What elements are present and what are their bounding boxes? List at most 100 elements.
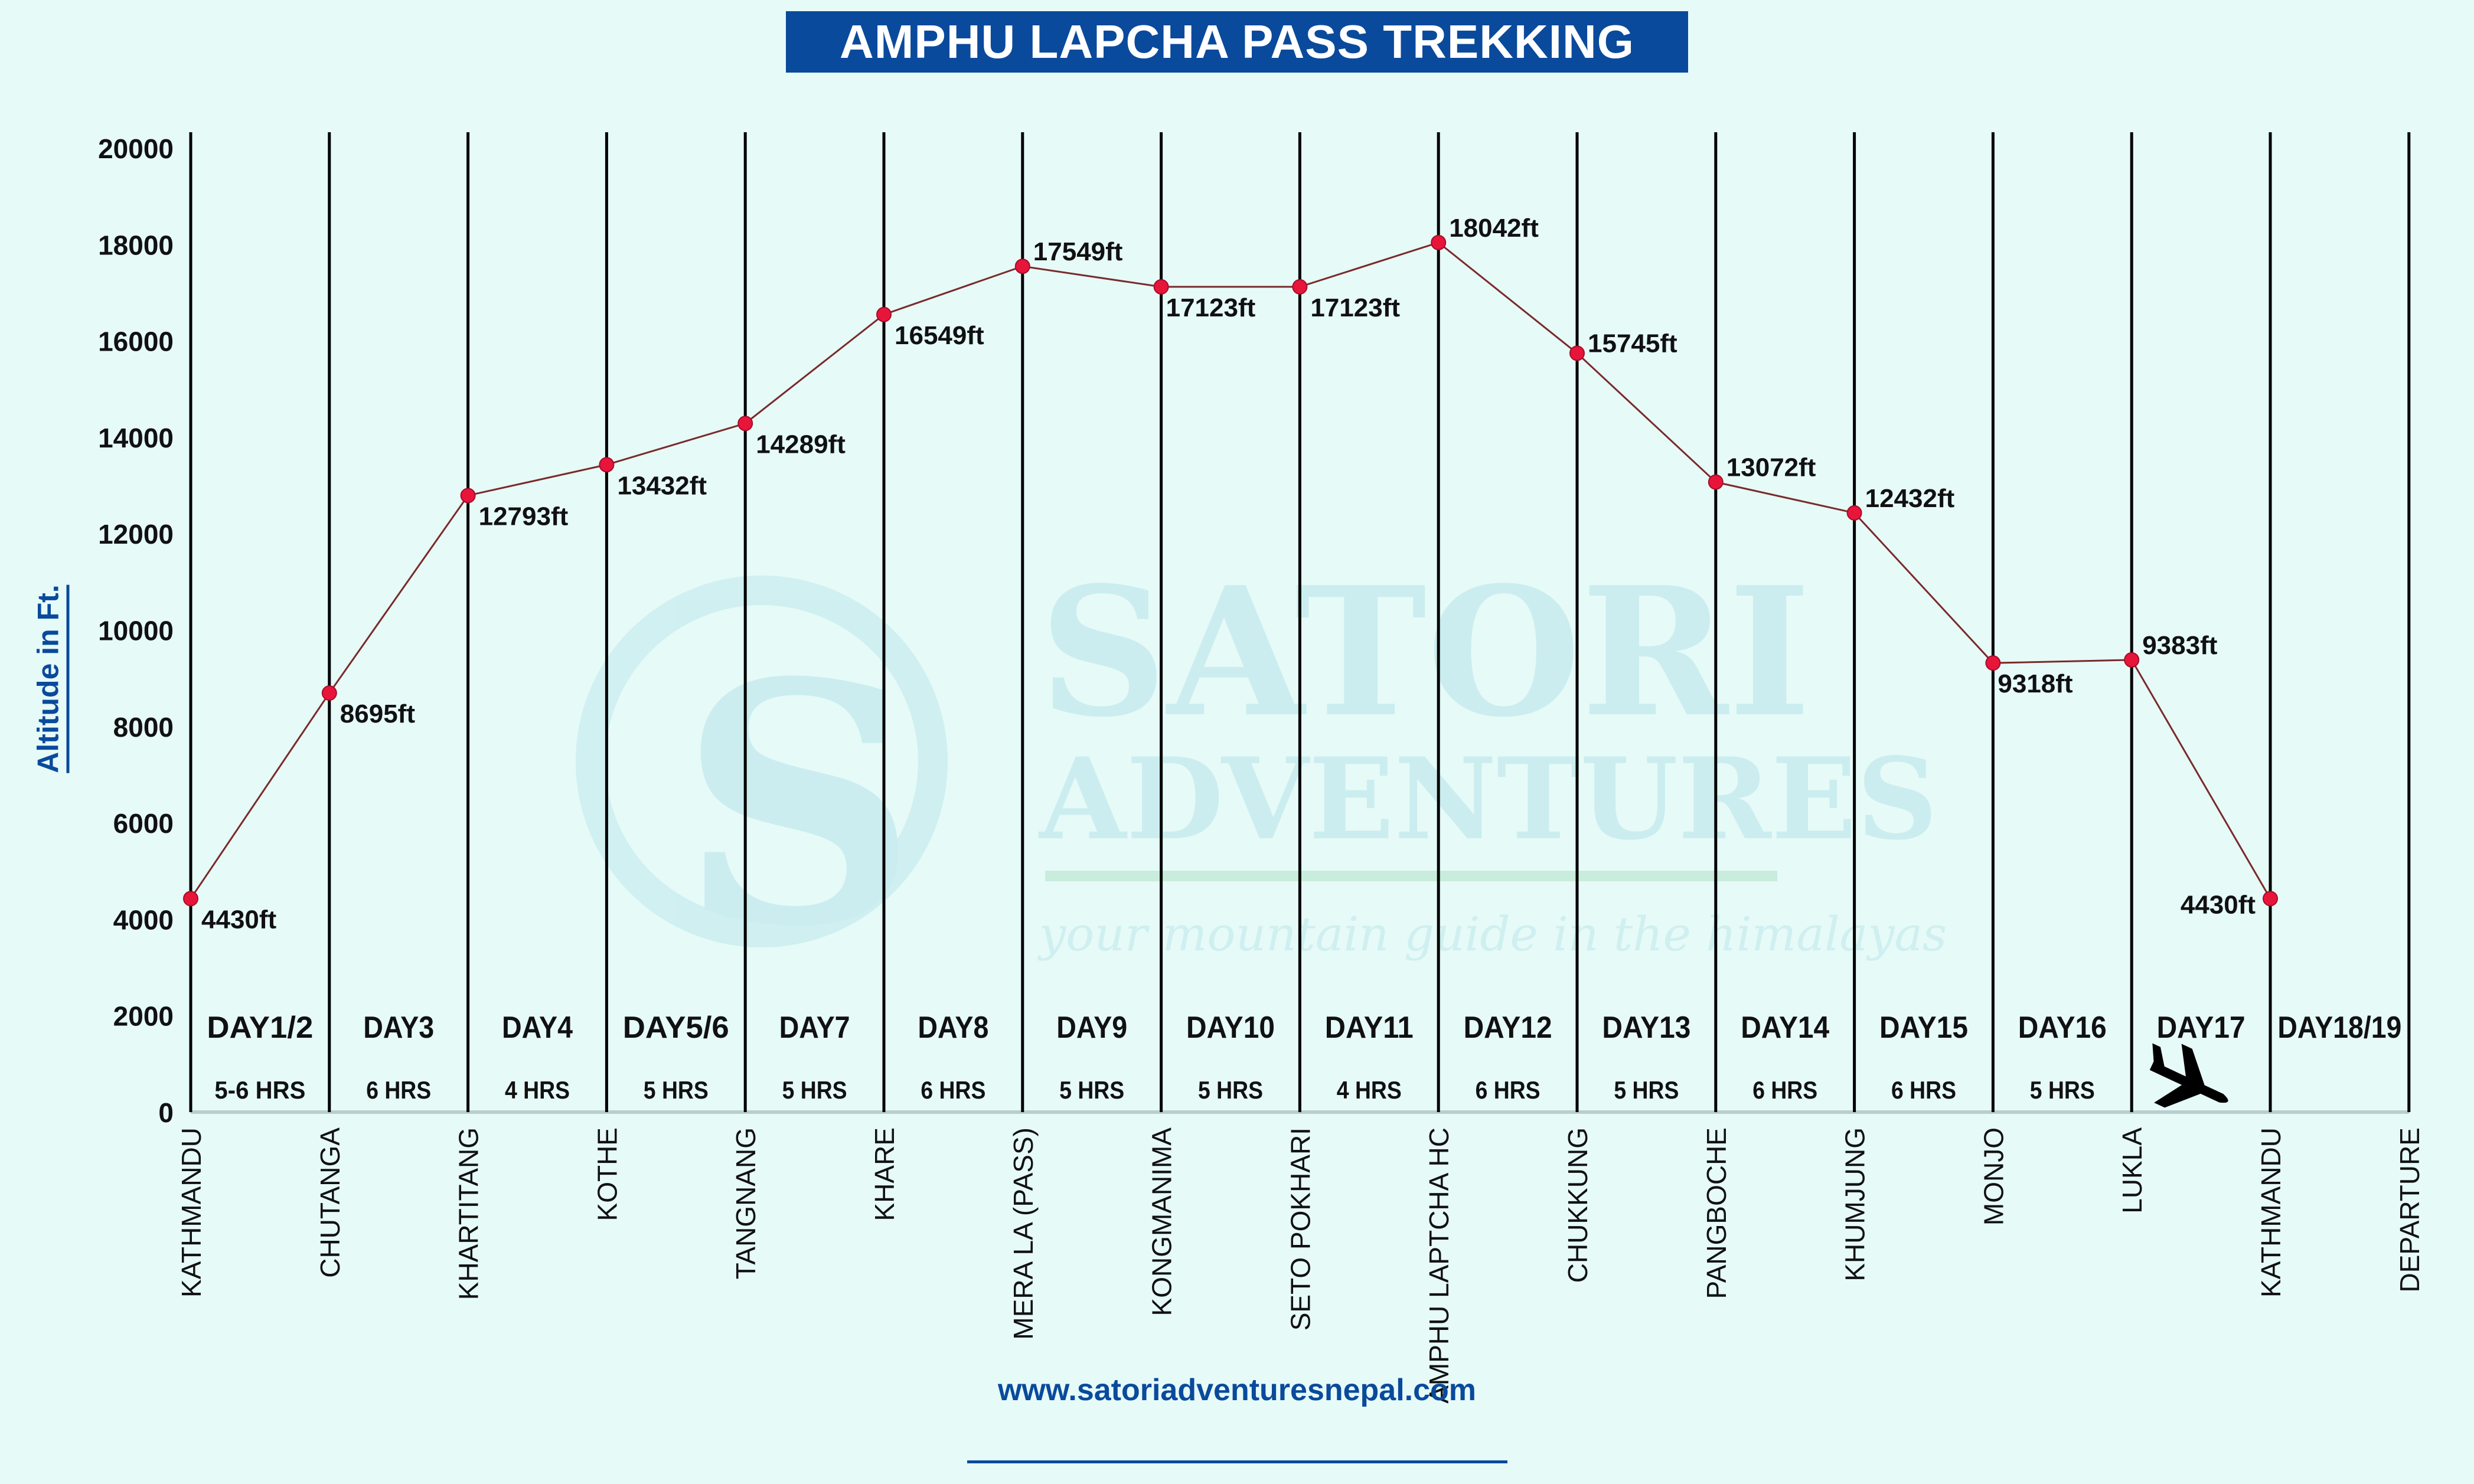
data-point — [1708, 474, 1724, 490]
duration-label: 5 HRS — [1059, 1076, 1124, 1104]
location-label: KOTHE — [592, 1127, 622, 1221]
data-label: 17123ft — [1310, 293, 1400, 322]
airplane-icon — [2149, 1043, 2228, 1108]
data-label: 16549ft — [895, 321, 984, 350]
data-point — [1569, 345, 1585, 361]
y-tick-label: 0 — [158, 1097, 174, 1128]
data-point — [876, 306, 892, 322]
y-tick-label: 6000 — [113, 808, 174, 839]
location-label: KHARTITANG — [453, 1127, 484, 1300]
day-label: DAY9 — [1056, 1011, 1127, 1045]
location-label: CHUKKUNG — [1562, 1127, 1593, 1283]
location-label: KHARE — [869, 1127, 900, 1221]
location-label: KONGMANIMA — [1147, 1127, 1177, 1316]
altitude-line — [190, 241, 2271, 900]
location-label: DEPARTURE — [2394, 1127, 2425, 1292]
location-label: MERA LA (PASS) — [1008, 1127, 1039, 1340]
y-tick-label: 16000 — [98, 326, 174, 357]
data-label: 13432ft — [617, 471, 707, 500]
day-label: DAY3 — [363, 1011, 434, 1045]
data-label: 14289ft — [756, 430, 846, 459]
data-label: 17549ft — [1033, 237, 1123, 266]
day-label: DAY4 — [502, 1011, 573, 1045]
data-point — [460, 488, 476, 504]
data-label: 9383ft — [2142, 631, 2218, 660]
location-label: LUKLA — [2117, 1127, 2147, 1214]
duration-label: 4 HRS — [505, 1076, 570, 1104]
data-label: 4430ft — [2181, 890, 2256, 919]
duration-label: 5 HRS — [1614, 1076, 1679, 1104]
data-label: 18042ft — [1449, 214, 1539, 243]
data-label: 13072ft — [1726, 453, 1816, 482]
website-url[interactable]: www.satoriadventuresnepal.com — [997, 1373, 1477, 1407]
y-tick-label: 8000 — [113, 712, 174, 743]
data-label: 15745ft — [1588, 329, 1677, 358]
data-label: 12793ft — [479, 502, 569, 531]
y-tick-label: 4000 — [113, 904, 174, 935]
data-point — [599, 457, 615, 473]
duration-label: 5 HRS — [782, 1076, 847, 1104]
day-label: DAY7 — [779, 1011, 850, 1045]
location-label: KATHMANDU — [176, 1127, 207, 1297]
data-label: 17123ft — [1166, 293, 1256, 322]
location-label: TANGNANG — [730, 1127, 761, 1279]
duration-label: 4 HRS — [1337, 1076, 1402, 1104]
duration-label: 5-6 HRS — [214, 1076, 305, 1104]
day-label: DAY8 — [918, 1011, 988, 1045]
location-label: SETO POKHARI — [1285, 1127, 1316, 1331]
location-label: KHUMJUNG — [1840, 1127, 1871, 1282]
y-tick-label: 12000 — [98, 519, 174, 550]
day-label: DAY13 — [1602, 1011, 1690, 1045]
data-point — [1846, 505, 1862, 521]
duration-label: 5 HRS — [1198, 1076, 1263, 1104]
chart-title: AMPHU LAPCHA PASS TREKKING — [786, 11, 1688, 73]
duration-label: 6 HRS — [921, 1076, 985, 1104]
day-label: DAY12 — [1464, 1011, 1552, 1045]
day-label: DAY16 — [2018, 1011, 2107, 1045]
day-label: DAY10 — [1186, 1011, 1275, 1045]
data-label: 4430ft — [201, 905, 277, 934]
location-label: AMPHU LAPTCHA HC — [1424, 1127, 1454, 1404]
footer-underline — [967, 1460, 1507, 1463]
website-link[interactable]: www.satoriadventuresnepal.com — [0, 1372, 2474, 1408]
location-label: KATHMANDU — [2256, 1127, 2286, 1297]
watermark-line2: ADVENTURES — [1038, 733, 1938, 865]
y-tick-label: 18000 — [98, 230, 174, 260]
duration-label: 6 HRS — [1891, 1076, 1956, 1104]
data-point — [183, 891, 198, 907]
data-label: 9318ft — [1998, 669, 2073, 698]
duration-label: 5 HRS — [644, 1076, 709, 1104]
y-tick-label: 14000 — [98, 423, 174, 453]
day-label: DAY14 — [1741, 1011, 1829, 1045]
duration-label: 6 HRS — [366, 1076, 431, 1104]
day-label: DAY17 — [2157, 1011, 2245, 1045]
duration-label: 6 HRS — [1476, 1076, 1540, 1104]
day-label: DAY18/19 — [2277, 1011, 2401, 1045]
day-label: DAY15 — [1879, 1011, 1968, 1045]
day-label: DAY11 — [1325, 1011, 1414, 1045]
data-label: 8695ft — [340, 699, 416, 728]
location-label: PANGBOCHE — [1701, 1127, 1732, 1299]
duration-label: 6 HRS — [1752, 1076, 1817, 1104]
watermark-tagline: your mountain guide in the himalayas — [1037, 907, 1947, 962]
data-point — [1153, 279, 1169, 295]
watermark-line1: SATORI — [1039, 548, 1811, 756]
y-tick-label: 20000 — [98, 133, 174, 164]
data-point — [2263, 891, 2278, 907]
data-point — [1431, 234, 1447, 250]
data-point — [1014, 259, 1030, 274]
day-label: DAY5/6 — [623, 1011, 729, 1045]
location-label: CHUTANGA — [315, 1127, 345, 1278]
day-label: DAY1/2 — [207, 1011, 313, 1045]
watermark-seal-letter: S — [679, 611, 918, 999]
data-point — [2124, 652, 2140, 668]
location-label: MONJO — [1978, 1127, 2009, 1225]
data-point — [1985, 655, 2001, 671]
data-point — [1292, 279, 1308, 295]
y-tick-label: 2000 — [113, 1001, 174, 1032]
duration-label: 5 HRS — [2030, 1076, 2095, 1104]
data-point — [321, 685, 337, 701]
y-tick-label: 10000 — [98, 616, 174, 646]
watermark-logo: S SATORI ADVENTURES your mountain guide … — [576, 548, 1947, 999]
